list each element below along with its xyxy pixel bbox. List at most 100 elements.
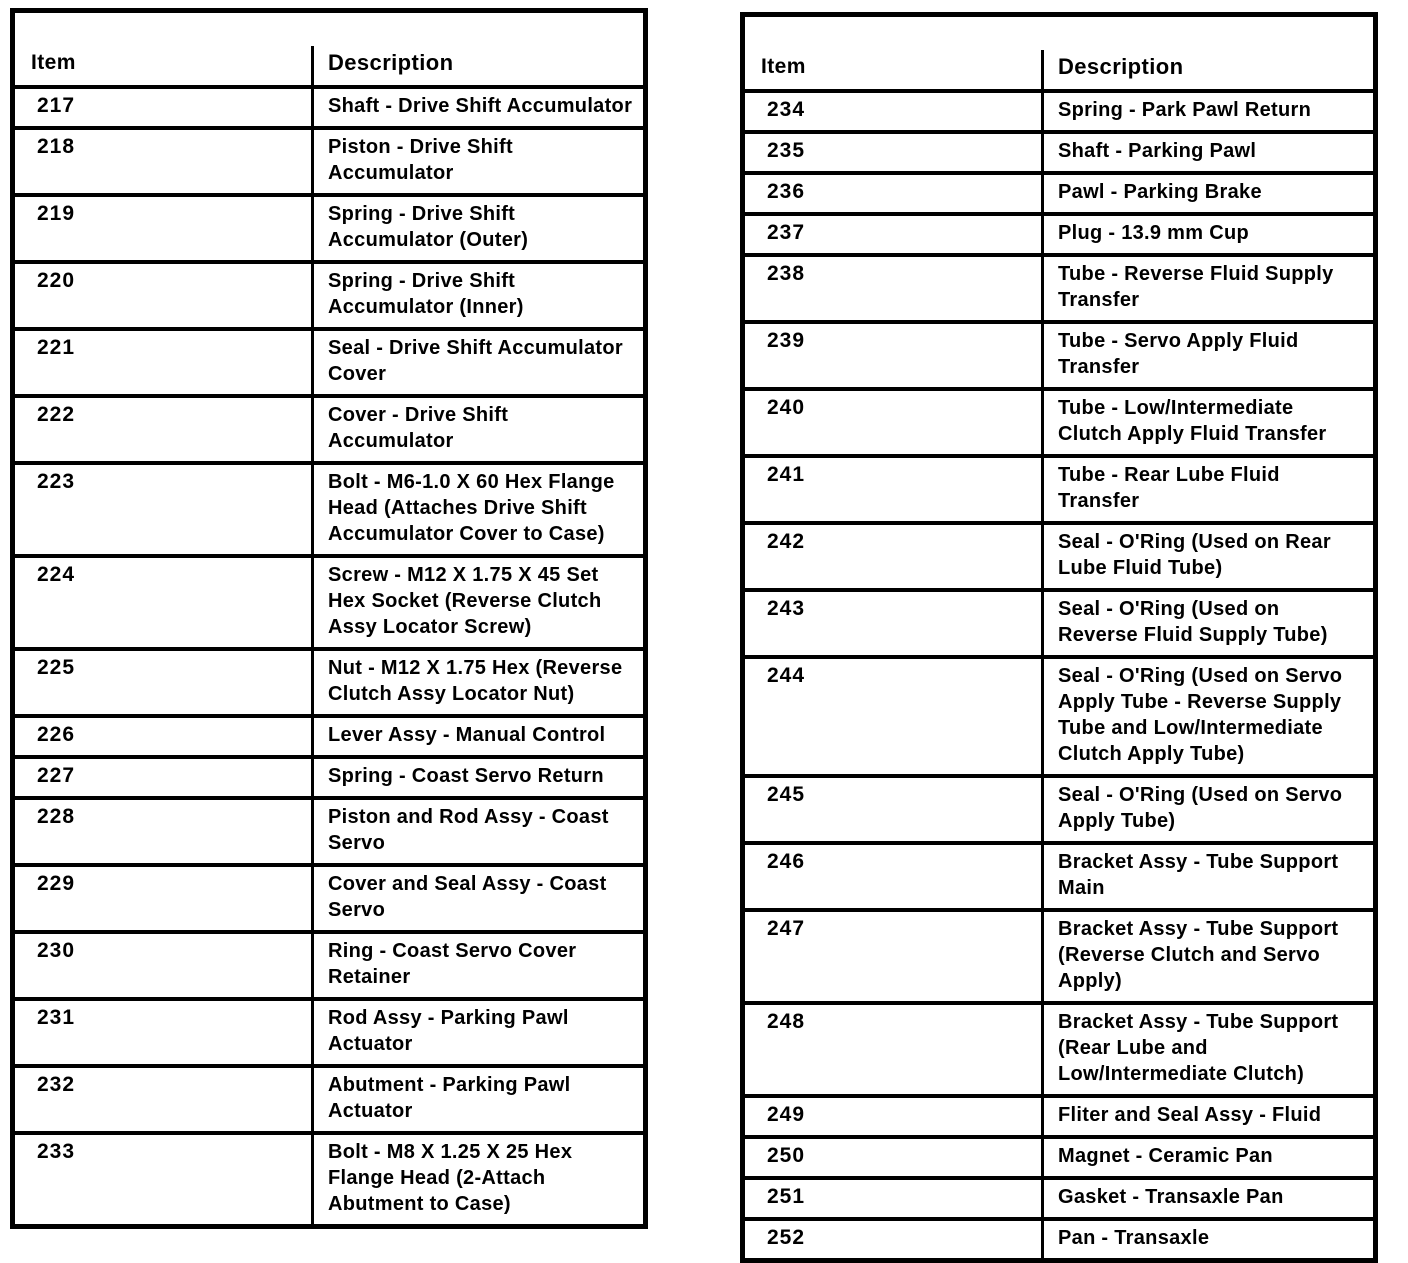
description-cell: Spring - Drive Shift Accumulator (Outer) [328,203,529,251]
description-cell: Lever Assy - Manual Control [328,724,606,746]
description-cell: Plug - 13.9 mm Cup [1058,222,1249,244]
table-row: 247 Bracket Assy - Tube Support (Reverse … [745,908,1373,1001]
table-row: 237 Plug - 13.9 mm Cup [745,212,1373,253]
item-number-cell: 233 [15,1135,314,1224]
description-cell: Seal - O'Ring (Used on Rear Lube Fluid T… [1058,531,1331,579]
item-number-cell: 230 [15,934,314,997]
description-cell: Gasket - Transaxle Pan [1058,1186,1284,1208]
table-row: 220 Spring - Drive Shift Accumulator (Inn… [15,260,643,327]
table-row: 240 Tube - Low/Intermediate Clutch Apply … [745,387,1373,454]
description-cell: Cover - Drive Shift Accumulator [328,404,509,452]
item-number-cell: 247 [745,912,1044,1001]
parts-table-items-234-252: Item Description 234 Spring - Park Pawl R… [740,12,1378,1263]
description-cell: Bolt - M6-1.0 X 60 Hex Flange Head (Atta… [328,471,615,545]
item-number-cell: 244 [745,659,1044,774]
description-cell: Spring - Drive Shift Accumulator (Inner) [328,270,524,318]
table-row: 248 Bracket Assy - Tube Support (Rear Lub… [745,1001,1373,1094]
description-cell: Tube - Reverse Fluid Supply Transfer [1058,263,1334,311]
table-row: 226 Lever Assy - Manual Control [15,714,643,755]
item-number-cell: 251 [745,1180,1044,1217]
table-row: 218 Piston - Drive Shift Accumulator [15,126,643,193]
item-number-cell: 248 [745,1005,1044,1094]
table-row: 231 Rod Assy - Parking Pawl Actuator [15,997,643,1064]
item-number-cell: 243 [745,592,1044,655]
item-number-cell: 238 [745,257,1044,320]
table-row: 227 Spring - Coast Servo Return [15,755,643,796]
table-row: 244 Seal - O'Ring (Used on Servo Apply Tu… [745,655,1373,774]
description-cell: Magnet - Ceramic Pan [1058,1145,1273,1167]
table-body: 217 Shaft - Drive Shift Accumulator 218 Pis… [15,85,643,1224]
item-column-header: Item [745,50,1044,89]
item-number-cell: 246 [745,845,1044,908]
description-cell: Abutment - Parking Pawl Actuator [328,1074,571,1122]
item-number-cell: 231 [15,1001,314,1064]
item-number-cell: 242 [745,525,1044,588]
item-number-cell: 232 [15,1068,314,1131]
description-cell: Rod Assy - Parking Pawl Actuator [328,1007,569,1055]
table-row: 217 Shaft - Drive Shift Accumulator [15,85,643,126]
table-row: 249 Fliter and Seal Assy - Fluid [745,1094,1373,1135]
table-row: 228 Piston and Rod Assy - Coast Servo [15,796,643,863]
description-column-header: Description [1058,54,1184,79]
description-cell: Ring - Coast Servo Cover Retainer [328,940,577,988]
table-row: 230 Ring - Coast Servo Cover Retainer [15,930,643,997]
table-header-row: Item Description [745,17,1373,89]
item-number-cell: 227 [15,759,314,796]
table-row: 223 Bolt - M6-1.0 X 60 Hex Flange Head (A… [15,461,643,554]
item-number-cell: 219 [15,197,314,260]
parts-table-items-217-233: Item Description 217 Shaft - Drive Shift … [10,8,648,1229]
table-row: 236 Pawl - Parking Brake [745,171,1373,212]
table-row: 238 Tube - Reverse Fluid Supply Transfer [745,253,1373,320]
description-cell: Seal - Drive Shift Accumulator Cover [328,337,623,385]
item-number-cell: 237 [745,216,1044,253]
description-cell: Pan - Transaxle [1058,1227,1210,1249]
table-row: 246 Bracket Assy - Tube Support Main [745,841,1373,908]
table-row: 235 Shaft - Parking Pawl [745,130,1373,171]
description-cell: Cover and Seal Assy - Coast Servo [328,873,607,921]
item-number-cell: 252 [745,1221,1044,1258]
description-cell: Shaft - Drive Shift Accumulator [328,95,633,117]
item-number-cell: 221 [15,331,314,394]
item-number-cell: 245 [745,778,1044,841]
description-cell: Piston and Rod Assy - Coast Servo [328,806,609,854]
item-number-cell: 223 [15,465,314,554]
description-cell: Fliter and Seal Assy - Fluid [1058,1104,1322,1126]
item-number-cell: 250 [745,1139,1044,1176]
description-cell: Seal - O'Ring (Used on Reverse Fluid Sup… [1058,598,1328,646]
description-cell: Bracket Assy - Tube Support (Rear Lube a… [1058,1011,1339,1085]
table-row: 234 Spring - Park Pawl Return [745,89,1373,130]
description-cell: Tube - Rear Lube Fluid Transfer [1058,464,1280,512]
description-cell: Bolt - M8 X 1.25 X 25 Hex Flange Head (2… [328,1141,573,1215]
item-number-cell: 225 [15,651,314,714]
item-number-cell: 235 [745,134,1044,171]
table-row: 222 Cover - Drive Shift Accumulator [15,394,643,461]
description-column-header: Description [328,50,454,75]
table-row: 232 Abutment - Parking Pawl Actuator [15,1064,643,1131]
table-row: 245 Seal - O'Ring (Used on Servo Apply Tu… [745,774,1373,841]
item-number-cell: 236 [745,175,1044,212]
table-row: 225 Nut - M12 X 1.75 Hex (Reverse Clutch … [15,647,643,714]
description-cell: Seal - O'Ring (Used on Servo Apply Tube … [1058,665,1343,765]
table-row: 252 Pan - Transaxle [745,1217,1373,1258]
description-cell: Nut - M12 X 1.75 Hex (Reverse Clutch Ass… [328,657,623,705]
description-cell: Pawl - Parking Brake [1058,181,1262,203]
item-number-cell: 239 [745,324,1044,387]
description-cell: Tube - Low/Intermediate Clutch Apply Flu… [1058,397,1327,445]
table-row: 219 Spring - Drive Shift Accumulator (Out… [15,193,643,260]
table-body: 234 Spring - Park Pawl Return 235 Shaft - P… [745,89,1373,1258]
item-number-cell: 218 [15,130,314,193]
description-cell: Bracket Assy - Tube Support Main [1058,851,1339,899]
item-number-cell: 228 [15,800,314,863]
table-row: 229 Cover and Seal Assy - Coast Servo [15,863,643,930]
description-cell: Spring - Coast Servo Return [328,765,604,787]
table-row: 250 Magnet - Ceramic Pan [745,1135,1373,1176]
item-number-cell: 220 [15,264,314,327]
item-number-cell: 217 [15,89,314,126]
description-cell: Seal - O'Ring (Used on Servo Apply Tube) [1058,784,1343,832]
item-number-cell: 234 [745,93,1044,130]
description-cell: Piston - Drive Shift Accumulator [328,136,513,184]
description-cell: Tube - Servo Apply Fluid Transfer [1058,330,1299,378]
item-number-cell: 240 [745,391,1044,454]
table-row: 221 Seal - Drive Shift Accumulator Cover [15,327,643,394]
item-number-cell: 226 [15,718,314,755]
